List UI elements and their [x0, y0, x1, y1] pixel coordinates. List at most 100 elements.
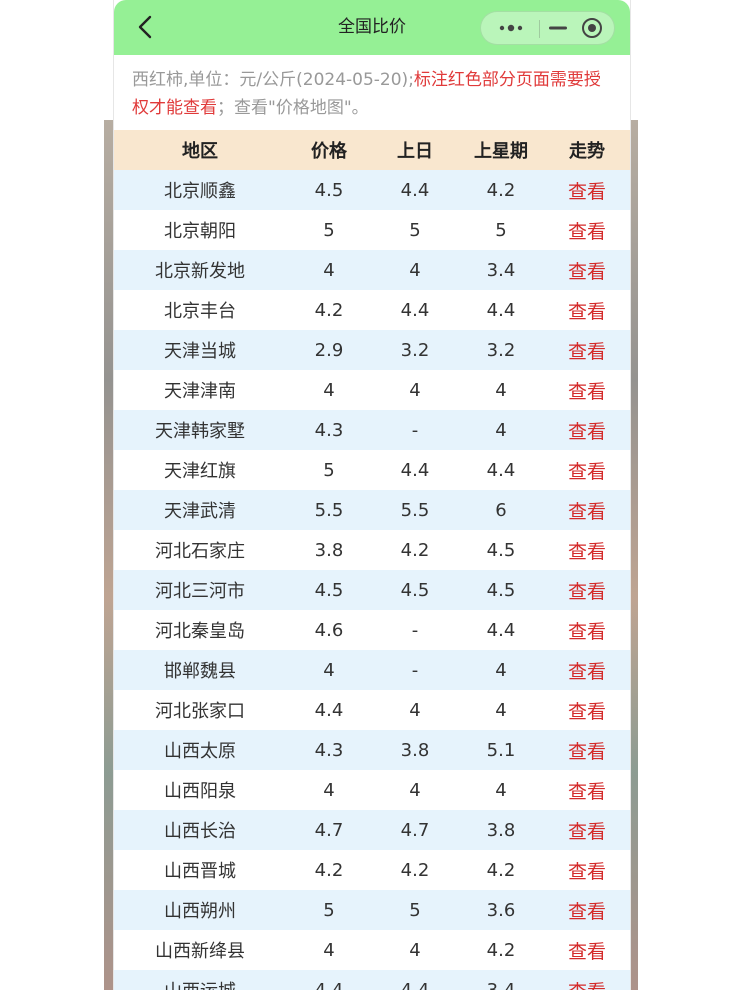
view-trend-link[interactable]: 查看 [567, 700, 606, 723]
price-cell: 4.4 [314, 699, 344, 721]
region-cell: 北京新发地 [155, 261, 245, 282]
view-trend-link[interactable]: 查看 [567, 380, 606, 403]
trend-cell: 查看 [544, 890, 630, 930]
price-cell: 3.8 [314, 539, 344, 561]
region-cell: 山西太原 [164, 741, 236, 762]
prev-day-cell: 4.4 [400, 459, 430, 481]
table-row: 山西阳泉 4 4 4 查看 [114, 770, 630, 810]
price-cell: 5 [323, 459, 335, 481]
view-trend-link[interactable]: 查看 [567, 220, 606, 243]
region-cell: 山西新绛县 [155, 941, 245, 962]
table-row: 天津武清 5.5 5.5 6 查看 [114, 490, 630, 530]
table-row: 山西新绛县 4 4 4.2 查看 [114, 930, 630, 970]
last-week-cell: 6 [495, 499, 507, 521]
trend-cell: 查看 [544, 650, 630, 690]
view-trend-link[interactable]: 查看 [568, 977, 606, 990]
view-trend-link[interactable]: 查看 [567, 340, 606, 363]
trend-cell: 查看 [544, 570, 630, 610]
region-cell: 山西晋城 [164, 861, 236, 882]
unit-notice: 西红柿,单位：元/公斤(2024-05-20);标注红色部分页面需要授权才能查看… [132, 66, 616, 122]
region-cell: 北京丰台 [164, 301, 236, 322]
view-trend-link[interactable]: 查看 [567, 780, 606, 803]
region-cell: 山西长治 [164, 821, 236, 842]
last-week-cell: 4.4 [486, 459, 516, 481]
view-trend-link[interactable]: 查看 [567, 740, 606, 763]
target-circle-icon [582, 18, 602, 38]
region-cell: 河北三河市 [155, 581, 245, 602]
table-header: 地区 价格 上日 上星期 走势 [114, 130, 630, 170]
view-trend-link[interactable]: 查看 [567, 620, 606, 643]
navigation-bar: 全国比价 [114, 0, 630, 55]
last-week-cell: 5 [495, 219, 507, 241]
view-trend-link[interactable]: 查看 [567, 580, 606, 603]
trend-cell: 查看 [544, 210, 630, 250]
region-cell: 山西朔州 [164, 901, 236, 922]
last-week-cell: 3.8 [486, 819, 516, 841]
last-week-cell: 4.2 [486, 859, 516, 881]
table-row: 天津红旗 5 4.4 4.4 查看 [114, 450, 630, 490]
mini-program-page: 全国比价 西红柿,单 [113, 0, 631, 990]
last-week-cell: 4 [495, 379, 507, 401]
view-trend-link[interactable]: 查看 [567, 420, 606, 443]
notice-auth-text: 标注红色部分页面需要授权才能查看 [132, 70, 601, 118]
view-trend-link[interactable]: 查看 [567, 860, 606, 883]
view-trend-link[interactable]: 查看 [567, 660, 606, 683]
last-week-cell: 4 [495, 699, 507, 721]
view-trend-link[interactable]: 查看 [567, 460, 606, 483]
prev-day-cell: - [411, 619, 419, 641]
prev-day-cell: 4.7 [400, 819, 430, 841]
view-trend-link[interactable]: 查看 [567, 540, 606, 563]
header-prev-day: 上日 [397, 141, 433, 162]
prev-day-cell: 4 [409, 379, 421, 401]
table-row: 河北张家口 4.4 4 4 查看 [114, 690, 630, 730]
prev-day-cell: - [411, 419, 419, 441]
table-row: 山西太原 4.3 3.8 5.1 查看 [114, 730, 630, 770]
view-trend-link[interactable]: 查看 [567, 820, 606, 843]
table-body: 北京顺鑫 4.5 4.4 4.2 查看 北京朝阳 5 5 5 查看 北京新发地 4 4 3.4 查看 北京丰台… [114, 170, 630, 990]
back-button[interactable] [130, 12, 160, 42]
view-trend-link[interactable]: 查看 [567, 900, 606, 923]
table-row: 天津韩家墅 4.3 - 4 查看 [114, 410, 630, 450]
region-cell: 北京顺鑫 [164, 181, 236, 202]
prev-day-cell: 4.4 [400, 179, 430, 201]
region-cell: 山西阳泉 [164, 781, 236, 802]
table-row: 河北三河市 4.5 4.5 4.5 查看 [114, 570, 630, 610]
prev-day-cell: 5.5 [400, 499, 430, 521]
view-trend-link[interactable]: 查看 [567, 500, 606, 523]
trend-cell: 查看 [544, 610, 630, 650]
close-button[interactable] [577, 14, 607, 42]
prev-day-cell: 5 [409, 899, 421, 921]
table-row: 河北秦皇岛 4.6 - 4.4 查看 [114, 610, 630, 650]
view-trend-link[interactable]: 查看 [567, 260, 606, 283]
table-row: 北京新发地 4 4 3.4 查看 [114, 250, 630, 290]
last-week-cell: 4 [495, 419, 507, 441]
prev-day-cell: 5 [409, 219, 421, 241]
price-map-link[interactable]: ；查看"价格地图"。 [217, 98, 369, 118]
prev-day-cell: 4 [409, 939, 421, 961]
view-trend-link[interactable]: 查看 [567, 300, 606, 323]
table-row: 天津当城 2.9 3.2 3.2 查看 [114, 330, 630, 370]
price-cell: 4.7 [314, 819, 344, 841]
table-row: 山西长治 4.7 4.7 3.8 查看 [114, 810, 630, 850]
last-week-cell: 4.4 [486, 619, 516, 641]
price-cell: 2.9 [314, 339, 344, 361]
view-trend-link[interactable]: 查看 [567, 940, 606, 963]
trend-cell: 查看 [544, 290, 630, 330]
price-cell: 4.2 [314, 299, 344, 321]
background-image-right [628, 120, 638, 990]
table-row: 北京顺鑫 4.5 4.4 4.2 查看 [114, 170, 630, 210]
price-cell: 4.5 [314, 579, 344, 601]
trend-cell: 查看 [544, 250, 630, 290]
price-cell: 4.3 [314, 419, 344, 441]
table-row: 天津津南 4 4 4 查看 [114, 370, 630, 410]
trend-cell: 查看 [544, 730, 630, 770]
price-cell: 4 [323, 659, 335, 681]
price-cell: 4 [323, 259, 335, 281]
table-row: 山西朔州 5 5 3.6 查看 [114, 890, 630, 930]
view-trend-link[interactable]: 查看 [567, 180, 606, 203]
region-cell: 天津红旗 [164, 461, 236, 482]
price-cell: 4 [323, 379, 335, 401]
minimize-button[interactable] [543, 14, 573, 42]
price-cell: 4.3 [314, 739, 344, 761]
more-button[interactable] [491, 14, 531, 42]
